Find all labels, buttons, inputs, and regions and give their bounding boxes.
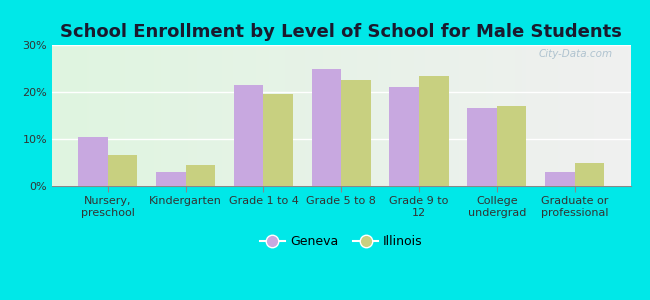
Bar [545, 172, 575, 186]
Bar [186, 165, 215, 186]
Bar [497, 106, 526, 186]
Legend: Geneva, Illinois: Geneva, Illinois [255, 230, 428, 253]
Bar [419, 76, 448, 186]
Bar [78, 137, 108, 186]
Bar [263, 94, 293, 186]
Bar [575, 163, 604, 186]
Bar [312, 68, 341, 186]
Bar [108, 155, 137, 186]
Text: City-Data.com: City-Data.com [539, 49, 613, 59]
Bar [156, 172, 186, 186]
Bar [389, 87, 419, 186]
Bar [467, 108, 497, 186]
Title: School Enrollment by Level of School for Male Students: School Enrollment by Level of School for… [60, 23, 622, 41]
Bar [234, 85, 263, 186]
Bar [341, 80, 370, 186]
